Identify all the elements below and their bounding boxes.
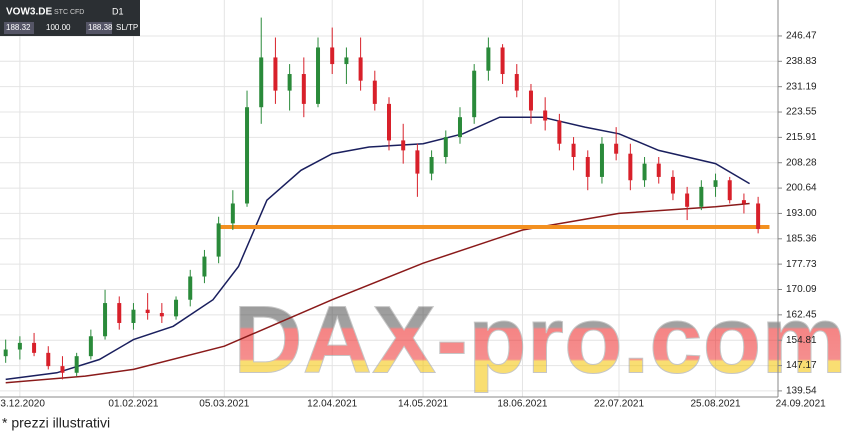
- symbol[interactable]: VOW3.DE: [6, 7, 52, 18]
- y-tick-label: 193.00: [786, 208, 817, 219]
- candle-body: [727, 180, 732, 201]
- y-tick-label: 246.47: [786, 31, 817, 42]
- bid[interactable]: 188.32: [6, 23, 31, 32]
- candle-body: [571, 143, 576, 158]
- candle-body: [699, 186, 704, 207]
- candle-body: [585, 157, 590, 177]
- y-tick-label: 208.28: [786, 157, 817, 168]
- candle-body: [287, 74, 292, 91]
- candle-body: [599, 143, 604, 177]
- candle-body: [230, 203, 235, 224]
- y-tick-label: 147.17: [786, 360, 817, 371]
- y-tick-label: 231.19: [786, 81, 817, 92]
- x-tick-label: 05.03.2021: [199, 399, 249, 410]
- candle-body: [685, 193, 690, 207]
- candle-body: [316, 47, 321, 104]
- x-tick-label: 18.06.2021: [497, 399, 547, 410]
- y-tick-label: 162.45: [786, 309, 817, 320]
- candle-body: [259, 57, 264, 108]
- candle-body: [614, 143, 619, 154]
- candle-body: [117, 303, 122, 323]
- size[interactable]: 100.00: [46, 23, 71, 32]
- footer-note: * prezzi illustrativi: [2, 415, 110, 431]
- candle-body: [443, 137, 448, 158]
- sltp[interactable]: SL/TP: [116, 23, 138, 32]
- candle-body: [3, 349, 8, 357]
- candle-body: [344, 57, 349, 65]
- candle-body: [46, 352, 51, 367]
- candle-body: [429, 157, 434, 174]
- candle-body: [330, 47, 335, 65]
- candle-body: [358, 57, 363, 81]
- watermark: DAX-pro.com: [233, 286, 846, 393]
- candle-body: [741, 200, 746, 204]
- ask-box: [86, 22, 112, 34]
- candle-body: [174, 299, 179, 317]
- moving-average-line: [5, 116, 750, 381]
- y-tick-label: 215.91: [786, 132, 817, 143]
- candle-body: [514, 74, 519, 91]
- instrument: STC CFD: [54, 9, 84, 16]
- x-tick-label: 24.09.2021: [776, 399, 826, 410]
- x-tick-label: 22.07.2021: [594, 399, 644, 410]
- candle-body: [60, 366, 65, 373]
- candle-body: [543, 110, 548, 121]
- ask[interactable]: 188.38: [88, 23, 113, 32]
- y-tick-label: 238.83: [786, 56, 817, 67]
- timeframe[interactable]: D1: [112, 6, 124, 16]
- y-tick-label: 223.55: [786, 107, 817, 118]
- candle-body: [642, 163, 647, 181]
- candle-body: [500, 47, 505, 75]
- candle-body: [656, 163, 661, 177]
- candle-body: [245, 107, 250, 204]
- candle-body: [387, 103, 391, 141]
- candle-body: [159, 313, 164, 317]
- candle-body: [273, 57, 278, 91]
- candle-body: [301, 74, 306, 104]
- bid-box: [4, 22, 34, 34]
- x-tick-label: 23.12.2020: [0, 399, 45, 410]
- candle-body: [713, 180, 718, 187]
- candle-body: [32, 342, 37, 353]
- toolbar: VOW3.DE STC CFD D1 188.32 100.00 188.38 …: [0, 0, 140, 36]
- candle-body: [528, 90, 533, 111]
- candle-body: [188, 276, 193, 300]
- candle-body: [202, 256, 207, 277]
- candle-body: [216, 223, 221, 257]
- candle-body: [88, 336, 93, 357]
- candle-body: [74, 356, 79, 373]
- candle-body: [372, 80, 377, 104]
- candle-body: [486, 47, 491, 71]
- x-tick-label: 01.02.2021: [108, 399, 158, 410]
- candle-body: [628, 153, 633, 181]
- candle-body: [472, 70, 477, 118]
- y-tick-label: 200.64: [786, 183, 817, 194]
- y-tick-label: 139.54: [786, 386, 817, 397]
- candle-body: [145, 309, 150, 314]
- plot-area: DAX-pro.com: [0, 0, 847, 397]
- y-tick-label: 154.81: [786, 335, 817, 346]
- candle-body: [670, 176, 675, 194]
- y-tick-label: 185.36: [786, 233, 817, 244]
- candle-body: [457, 117, 462, 138]
- candle-body: [103, 303, 108, 337]
- candle-body: [415, 150, 420, 174]
- y-tick-label: 177.73: [786, 259, 817, 270]
- candle-body: [401, 140, 406, 151]
- x-tick-label: 14.05.2021: [398, 399, 448, 410]
- candle-body: [131, 309, 136, 323]
- x-tick-label: 25.08.2021: [691, 399, 741, 410]
- y-tick-label: 170.09: [786, 284, 817, 295]
- moving-average-line: [5, 202, 750, 384]
- candle-body: [756, 203, 761, 230]
- x-tick-label: 12.04.2021: [307, 399, 357, 410]
- candle-body: [17, 342, 22, 350]
- candle-body: [557, 120, 562, 144]
